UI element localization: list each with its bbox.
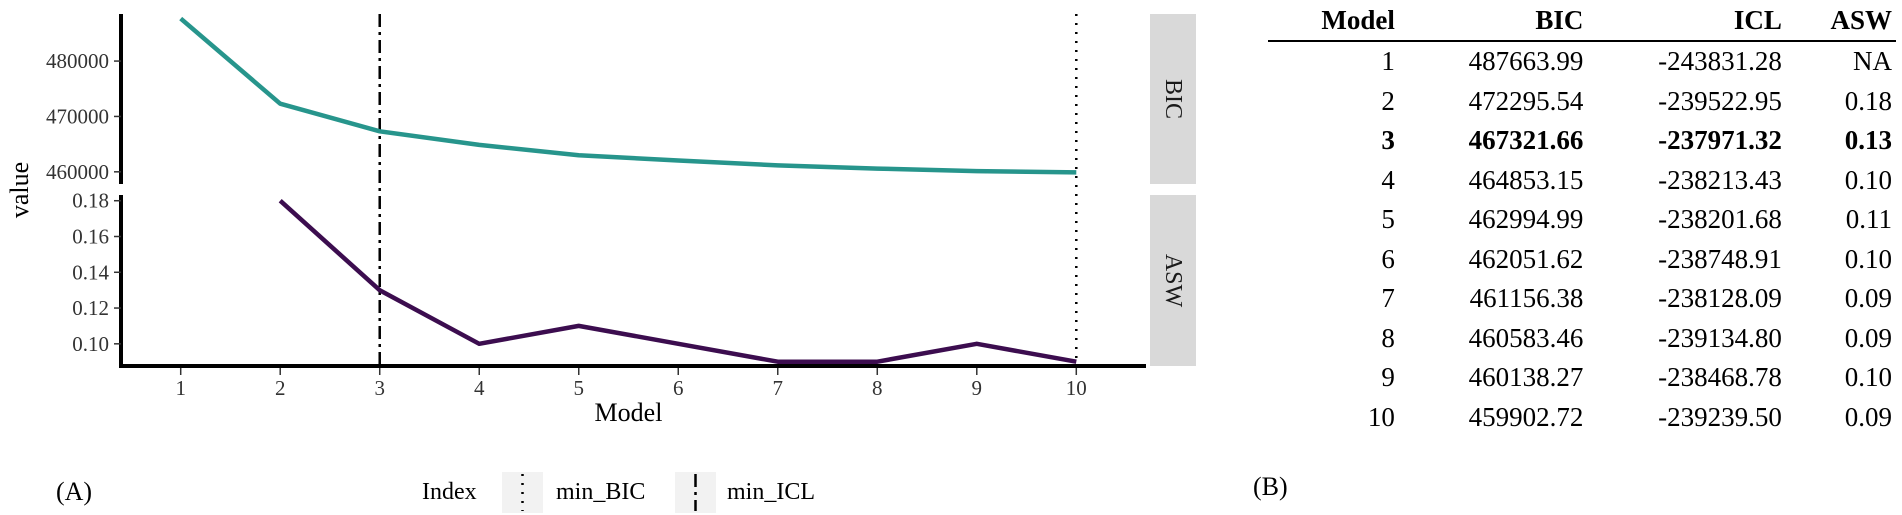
cell-model: 8 xyxy=(1381,322,1395,353)
bic-strip xyxy=(1150,14,1196,184)
asw-y-tick-label: 0.16 xyxy=(72,224,109,248)
table-row: 9 460138.27 -238468.78 0.10 xyxy=(1268,358,1896,398)
cell-asw: NA xyxy=(1853,46,1892,77)
cell-bic: 459902.72 xyxy=(1468,401,1584,432)
asw-strip xyxy=(1150,195,1196,366)
cell-icl: -239134.80 xyxy=(1658,322,1782,353)
table-row: 4 464853.15 -238213.43 0.10 xyxy=(1268,161,1896,201)
asw-y-tick-label: 0.14 xyxy=(72,260,109,284)
table-row: 8 460583.46 -239134.80 0.09 xyxy=(1268,319,1896,359)
table-row: 2 472295.54 -239522.95 0.18 xyxy=(1268,82,1896,122)
x-tick-label: 2 xyxy=(275,376,286,400)
cell-bic: 461156.38 xyxy=(1469,283,1584,314)
cell-asw: 0.10 xyxy=(1844,164,1892,195)
bic-y-tick-label: 480000 xyxy=(46,49,109,73)
cell-asw: 0.09 xyxy=(1844,283,1892,314)
cell-bic: 464853.15 xyxy=(1468,164,1584,195)
cell-model: 5 xyxy=(1381,204,1395,235)
y-axis-title: value xyxy=(5,162,34,218)
cell-bic: 462994.99 xyxy=(1468,204,1584,235)
panel-label-b: (B) xyxy=(1253,472,1288,501)
x-axis-title: Model xyxy=(595,398,663,427)
cell-bic: 460138.27 xyxy=(1468,362,1584,393)
table-header-row: Model BIC ICL ASW xyxy=(1268,0,1896,42)
x-tick-label: 4 xyxy=(474,376,485,400)
panel-label-a: (A) xyxy=(56,477,92,506)
cell-bic: 460583.46 xyxy=(1468,322,1584,353)
cell-asw: 0.09 xyxy=(1844,401,1892,432)
cell-model: 2 xyxy=(1381,85,1395,116)
x-tick-label: 8 xyxy=(872,376,883,400)
cell-bic: 472295.54 xyxy=(1468,85,1584,116)
cell-bic: 487663.99 xyxy=(1468,46,1584,77)
legend-item-min-bic: min_BIC xyxy=(556,479,645,505)
cell-icl: -238128.09 xyxy=(1658,283,1782,314)
cell-model: 10 xyxy=(1367,401,1395,432)
legend-title: Index xyxy=(422,479,477,505)
cell-icl: -243831.28 xyxy=(1658,46,1782,77)
x-tick-label: 10 xyxy=(1066,376,1087,400)
x-tick-label: 1 xyxy=(175,376,186,400)
asw-series-line xyxy=(278,199,1077,364)
cell-asw: 0.09 xyxy=(1844,322,1892,353)
asw-y-tick-label: 0.12 xyxy=(72,296,109,320)
cell-model: 7 xyxy=(1381,283,1395,314)
model-selection-chart: 460000 470000 480000 0.10 0.12 0.14 0.16 0.18 1 2… xyxy=(5,14,1196,513)
cell-model: 9 xyxy=(1381,362,1395,393)
column-header-model: Model xyxy=(1268,0,1399,42)
cell-bic: 467321.66 xyxy=(1468,125,1584,156)
table-row: 5 462994.99 -238201.68 0.11 xyxy=(1268,200,1896,240)
table-row: 6 462051.62 -238748.91 0.10 xyxy=(1268,240,1896,280)
cell-icl: -239239.50 xyxy=(1658,401,1782,432)
table-row: 7 461156.38 -238128.09 0.09 xyxy=(1268,279,1896,319)
cell-asw: 0.11 xyxy=(1845,204,1892,235)
legend-item-min-icl: min_ICL xyxy=(727,479,815,505)
cell-bic: 462051.62 xyxy=(1468,243,1584,274)
column-header-asw: ASW xyxy=(1785,0,1896,42)
x-tick-label: 5 xyxy=(573,376,584,400)
x-tick-label: 6 xyxy=(673,376,684,400)
cell-icl: -238468.78 xyxy=(1658,362,1782,393)
asw-y-tick-label: 0.18 xyxy=(72,189,109,213)
cell-icl: -239522.95 xyxy=(1658,85,1782,116)
results-table: Model BIC ICL ASW 1 487663.99 -243831.28 NA… xyxy=(1268,0,1896,437)
cell-model: 1 xyxy=(1381,46,1395,77)
cell-model: 4 xyxy=(1381,164,1395,195)
bic-strip-label: BIC xyxy=(1160,79,1186,119)
cell-icl: -238213.43 xyxy=(1658,164,1782,195)
asw-strip-label: ASW xyxy=(1160,254,1186,308)
cell-asw: 0.13 xyxy=(1844,125,1892,156)
cell-asw: 0.10 xyxy=(1844,243,1892,274)
bic-y-tick-label: 460000 xyxy=(46,160,109,184)
cell-asw: 0.18 xyxy=(1844,85,1892,116)
table-row: 10 459902.72 -239239.50 0.09 xyxy=(1268,398,1896,438)
cell-model: 3 xyxy=(1381,125,1395,156)
bic-y-tick-label: 470000 xyxy=(46,104,109,128)
cell-model: 6 xyxy=(1381,243,1395,274)
cell-icl: -237971.32 xyxy=(1658,125,1782,156)
x-tick-label: 9 xyxy=(972,376,983,400)
table-row: 1 487663.99 -243831.28 NA xyxy=(1268,41,1896,82)
column-header-icl: ICL xyxy=(1587,0,1786,42)
cell-asw: 0.10 xyxy=(1844,362,1892,393)
table-row: 3 467321.66 -237971.32 0.13 xyxy=(1268,121,1896,161)
column-header-bic: BIC xyxy=(1398,0,1588,42)
bic-series-line xyxy=(179,16,1077,175)
asw-y-tick-label: 0.10 xyxy=(72,332,109,356)
x-tick-label: 7 xyxy=(773,376,784,400)
x-tick-label: 3 xyxy=(374,376,385,400)
cell-icl: -238748.91 xyxy=(1658,243,1782,274)
cell-icl: -238201.68 xyxy=(1658,204,1782,235)
